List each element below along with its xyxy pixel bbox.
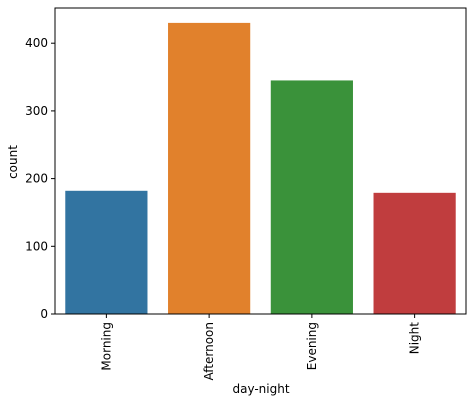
x-axis: Morning Afternoon Evening Night xyxy=(99,314,422,381)
y-axis-label: count xyxy=(6,145,20,179)
x-axis-label: day-night xyxy=(232,382,289,396)
y-tick-label: 200 xyxy=(25,172,48,186)
bar-afternoon xyxy=(168,22,251,314)
bar-evening xyxy=(270,80,353,314)
y-tick-label: 300 xyxy=(25,104,48,118)
y-tick-label: 0 xyxy=(40,307,48,321)
bar-night xyxy=(373,192,456,314)
x-tick-label: Evening xyxy=(305,322,319,370)
y-axis: 0 100 200 300 400 xyxy=(25,36,55,321)
plot-frame xyxy=(54,7,467,315)
bar-morning xyxy=(65,190,148,314)
x-tick-label: Afternoon xyxy=(202,322,216,381)
plot-area xyxy=(54,7,467,315)
x-tick-label: Night xyxy=(408,322,422,355)
y-tick-label: 400 xyxy=(25,36,48,50)
x-tick-label: Morning xyxy=(99,322,113,371)
y-tick-label: 100 xyxy=(25,239,48,253)
